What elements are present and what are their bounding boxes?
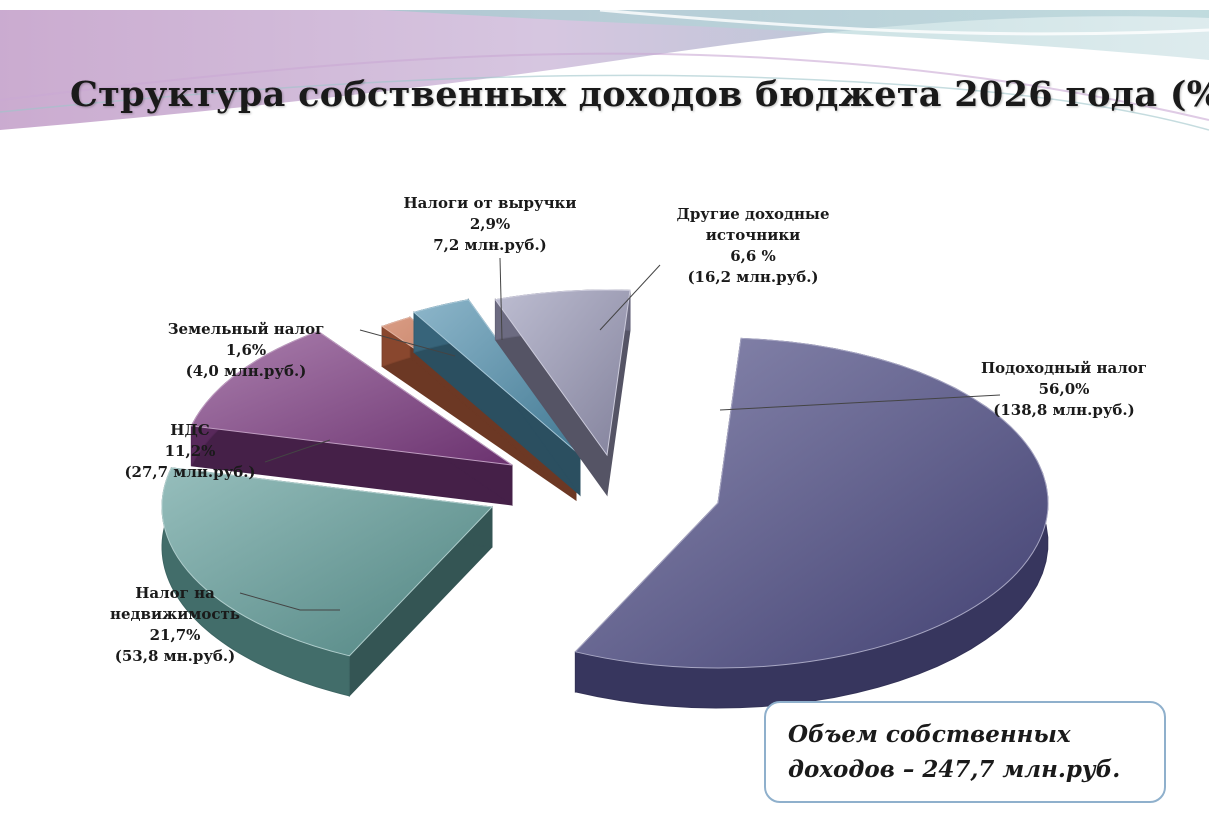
leader-line-3: [264, 439, 331, 463]
slice-label-3: НДС 11,2% (27,7 млн.руб.): [70, 420, 310, 483]
slice-label-line: Другие доходные: [676, 205, 830, 223]
slice-label-line: (53,8 мн.руб.): [114, 647, 236, 665]
total-income-box: Объем собственных доходов – 247,7 млн.ру…: [764, 701, 1166, 803]
slice-label-line: (4,0 млн.руб.): [185, 362, 307, 380]
slice-label-line: (27,7 млн.руб.): [124, 463, 256, 481]
slice-label-line: Налог на: [135, 584, 215, 602]
slide-title: Структура собственных доходов бюджета 20…: [70, 74, 1209, 115]
slice-label-line: 1,6%: [225, 341, 267, 359]
slice-label-1: Подоходный налог 56,0% (138,8 млн.руб.): [944, 358, 1184, 421]
slice-label-line: 11,2%: [164, 442, 216, 460]
leader-line-5: [499, 257, 503, 341]
leader-line-2: [239, 592, 340, 611]
pie-slice-1: [574, 337, 1049, 709]
slice-label-line: 56,0%: [1038, 380, 1090, 398]
slice-label-5: Налоги от выручки 2,9% 7,2 млн.руб.): [370, 193, 610, 256]
slice-label-6: Другие доходные источники 6,6 % (16,2 млн.р…: [633, 204, 873, 288]
slice-label-line: 21,7%: [149, 626, 201, 644]
leader-line-6: [599, 264, 661, 331]
slice-label-line: 7,2 млн.руб.): [433, 236, 547, 254]
slice-label-line: 6,6 %: [730, 247, 776, 265]
slice-label-line: Налоги от выручки: [403, 194, 577, 212]
slice-label-line: (138,8 млн.руб.): [993, 401, 1135, 419]
slice-label-line: НДС: [170, 421, 210, 439]
total-line-2: доходов – 247,7 млн.руб.: [788, 756, 1121, 783]
slice-label-line: 2,9%: [469, 215, 511, 233]
slice-label-line: источники: [705, 226, 801, 244]
slice-label-line: недвижимость: [110, 605, 240, 623]
slice-label-2: Налог на недвижимость 21,7% (53,8 мн.руб.): [55, 583, 295, 667]
slice-label-line: Земельный налог: [167, 320, 325, 338]
slice-label-4: Земельный налог 1,6% (4,0 млн.руб.): [126, 319, 366, 382]
slice-label-line: (16,2 млн.руб.): [687, 268, 819, 286]
leader-line-4: [359, 329, 456, 357]
pie-slice-2: [161, 467, 494, 698]
leader-line-1: [719, 394, 1001, 411]
pie-slice-6: [494, 289, 631, 497]
slice-label-line: Подоходный налог: [981, 359, 1147, 377]
total-line-1: Объем собственных: [788, 721, 1071, 748]
pie-slice-5: [412, 298, 581, 497]
pie-slice-3: [190, 330, 513, 506]
